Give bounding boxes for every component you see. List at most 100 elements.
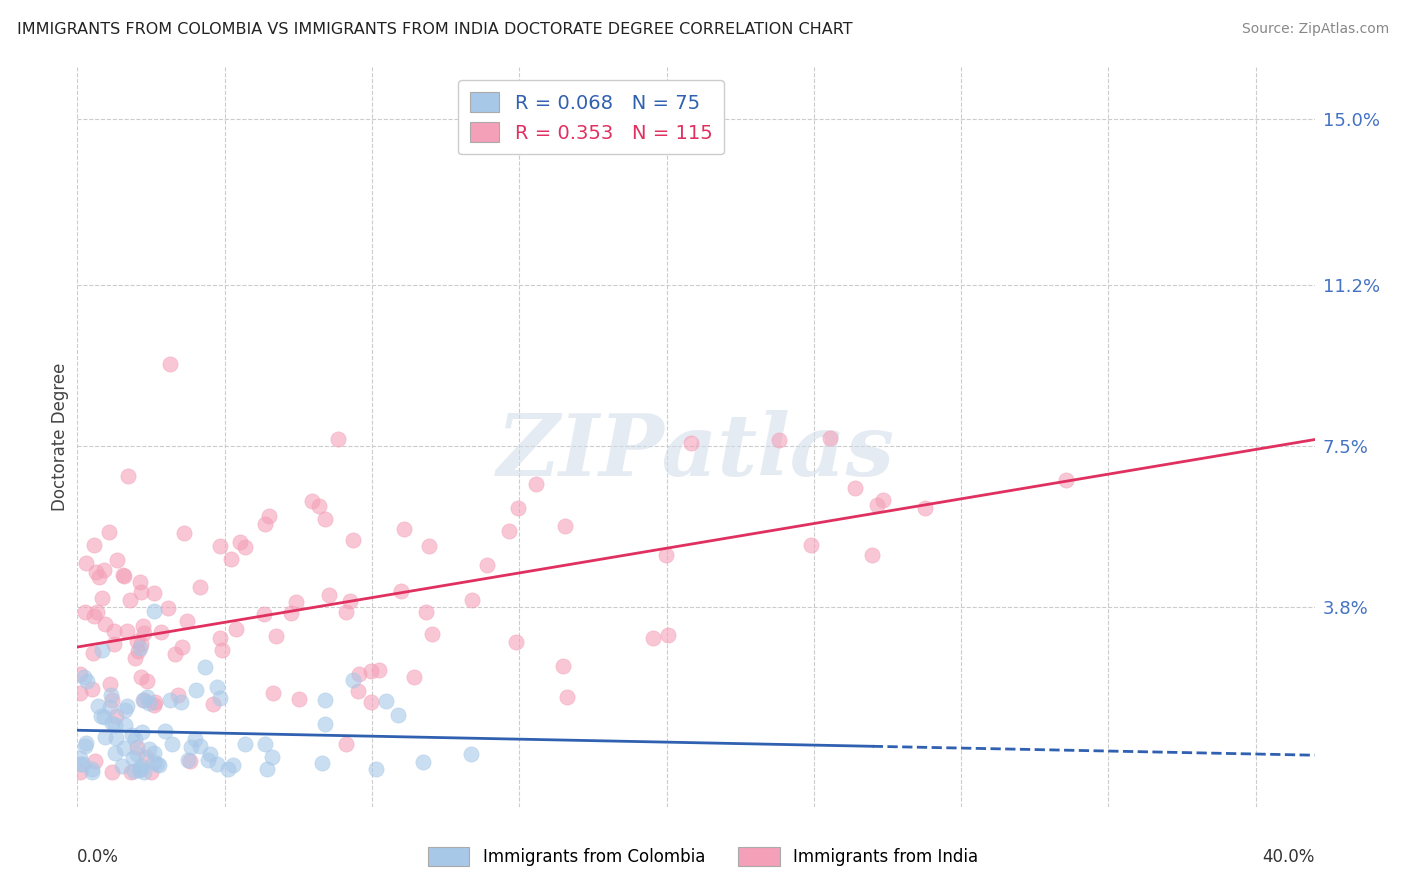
Point — [209, 691, 232, 706]
Point — [148, 757, 170, 772]
Point — [872, 493, 894, 508]
Point — [342, 533, 364, 547]
Point — [264, 629, 287, 643]
Point — [498, 524, 520, 538]
Legend: R = 0.068   N = 75, R = 0.353   N = 115: R = 0.068 N = 75, R = 0.353 N = 115 — [458, 80, 724, 154]
Point — [328, 432, 350, 446]
Point — [257, 508, 280, 523]
Point — [170, 695, 193, 709]
Point — [112, 741, 135, 756]
Point — [524, 477, 547, 491]
Point — [173, 526, 195, 541]
Point — [844, 482, 866, 496]
Point — [98, 700, 121, 714]
Point — [114, 703, 136, 717]
Point — [389, 583, 412, 598]
Point — [225, 622, 247, 636]
Point — [862, 548, 884, 562]
Point — [159, 357, 181, 371]
Point — [346, 683, 368, 698]
Point — [101, 765, 124, 780]
Point — [253, 607, 276, 622]
Point — [368, 663, 391, 677]
Point — [179, 754, 201, 768]
Point — [314, 512, 336, 526]
Point — [135, 690, 157, 704]
Point — [159, 693, 181, 707]
Point — [69, 757, 91, 772]
Point — [121, 751, 143, 765]
Point — [233, 737, 256, 751]
Point — [555, 690, 578, 704]
Point — [143, 695, 166, 709]
Point — [253, 516, 276, 531]
Point — [69, 751, 91, 765]
Point — [554, 518, 576, 533]
Point — [366, 762, 388, 776]
Point — [134, 764, 156, 779]
Point — [1054, 474, 1077, 488]
Point — [101, 716, 124, 731]
Point — [146, 756, 169, 771]
Point — [318, 588, 340, 602]
Point — [104, 717, 127, 731]
Point — [222, 757, 245, 772]
Point — [866, 498, 889, 512]
Point — [360, 664, 382, 678]
Point — [505, 635, 527, 649]
Point — [311, 756, 333, 770]
Point — [335, 605, 357, 619]
Point — [818, 431, 841, 445]
Point — [143, 698, 166, 712]
Point — [347, 666, 370, 681]
Point — [129, 670, 152, 684]
Point — [127, 644, 149, 658]
Point — [103, 624, 125, 638]
Point — [83, 608, 105, 623]
Point — [375, 694, 398, 708]
Point — [86, 605, 108, 619]
Point — [73, 605, 96, 619]
Point — [134, 626, 156, 640]
Point — [72, 757, 94, 772]
Y-axis label: Doctorate Degree: Doctorate Degree — [51, 363, 69, 511]
Point — [253, 737, 276, 751]
Point — [475, 558, 498, 572]
Point — [800, 538, 823, 552]
Point — [73, 670, 96, 684]
Point — [103, 637, 125, 651]
Point — [180, 740, 202, 755]
Point — [142, 604, 165, 618]
Point — [93, 563, 115, 577]
Point — [460, 747, 482, 761]
Point — [100, 689, 122, 703]
Point — [84, 565, 107, 579]
Point — [679, 436, 702, 450]
Point — [412, 755, 434, 769]
Text: IMMIGRANTS FROM COLOMBIA VS IMMIGRANTS FROM INDIA DOCTORATE DEGREE CORRELATION C: IMMIGRANTS FROM COLOMBIA VS IMMIGRANTS F… — [17, 22, 852, 37]
Point — [125, 747, 148, 761]
Point — [105, 708, 128, 723]
Point — [142, 756, 165, 770]
Point — [360, 695, 382, 709]
Text: 40.0%: 40.0% — [1263, 848, 1315, 866]
Point — [93, 710, 115, 724]
Point — [170, 640, 193, 654]
Text: ZIPatlas: ZIPatlas — [496, 410, 896, 493]
Point — [205, 680, 228, 694]
Point — [94, 731, 117, 745]
Point — [156, 601, 179, 615]
Point — [420, 627, 443, 641]
Point — [128, 763, 150, 777]
Point — [69, 686, 91, 700]
Point — [183, 732, 205, 747]
Point — [141, 765, 163, 780]
Point — [194, 660, 217, 674]
Point — [124, 651, 146, 665]
Point — [131, 762, 153, 776]
Point — [643, 631, 665, 645]
Point — [176, 614, 198, 628]
Point — [551, 658, 574, 673]
Point — [120, 592, 142, 607]
Point — [506, 501, 529, 516]
